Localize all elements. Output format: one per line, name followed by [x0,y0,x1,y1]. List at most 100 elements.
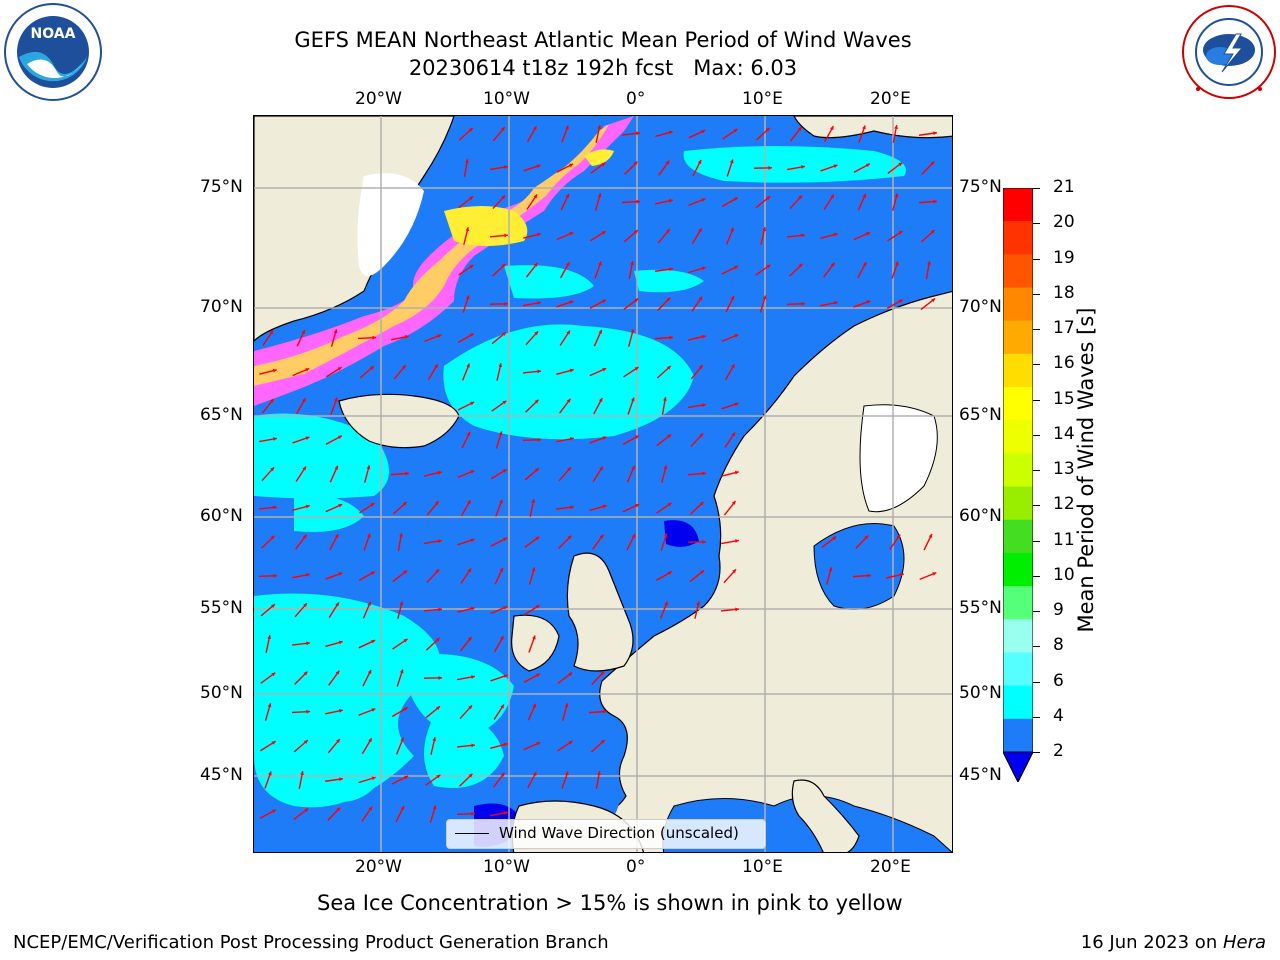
wave-direction-arrowhead [597,771,601,775]
wave-direction-arrowhead [734,265,739,270]
wave-direction-arrowhead [798,263,803,268]
wave-direction-arrowhead [633,230,638,234]
wave-direction-arrowhead [664,601,668,606]
wave-direction-arrowhead [466,431,471,436]
wave-direction-arrowhead [404,334,409,339]
wave-direction-arrowhead [336,807,341,812]
wave-direction-arrowhead [599,534,604,539]
colorbar-tick-mark [1033,399,1040,401]
wave-direction-arrowhead [665,160,670,165]
wave-direction-arrowhead [500,772,505,777]
wave-direction-arrowhead [501,195,506,200]
wave-direction-arrowhead [499,636,504,641]
map-subtitle: 20230614 t18z 192h fcst Max: 6.03 [408,56,798,80]
footer-left: NCEP/EMC/Verification Post Processing Pr… [13,932,609,953]
colorbar-tick-label: 16 [1053,353,1075,374]
wave-direction-arrowhead [303,740,308,744]
lon-tick-bottom-10w: 10°W [483,857,530,877]
wave-direction-arrowhead [470,401,475,406]
wave-direction-arrowhead [370,503,375,507]
wave-direction-arrowhead [532,772,537,777]
wave-direction-arrowhead [565,262,570,267]
lon-tick-bottom-0: 0° [626,857,646,877]
wave-direction-arrowhead [405,471,409,476]
wave-direction-arrowhead [338,572,343,576]
wave-direction-arrowhead [400,805,405,810]
lon-tick-bottom-20w: 20°W [355,857,402,877]
wave-direction-arrowhead [735,539,739,543]
wave-direction-arrowhead [567,467,571,472]
wave-direction-arrowhead [465,227,470,232]
colorbar-tick-label: 13 [1053,459,1075,479]
wave-direction-arrowhead [432,805,437,810]
wave-direction-arrowhead [566,398,571,403]
wave-direction-arrowhead [766,196,770,201]
wave-direction-arrowhead [270,535,275,540]
wave-direction-arrowhead [368,806,373,811]
wave-direction-arrowhead [501,263,506,268]
wave-direction-arrowhead [438,539,442,544]
wave-direction-arrowhead [932,572,937,576]
iceland-land [338,393,460,449]
colorbar-swatch [1003,619,1033,653]
colorbar-tick-mark [1033,611,1040,612]
wave-direction-arrowhead [533,194,538,199]
wave-direction-arrowhead [866,300,871,304]
wave-direction-arrowhead [302,534,307,539]
wave-direction-arrowhead [470,606,475,611]
wave-direction-arrowhead [403,570,408,575]
colorbar-swatch [1003,718,1033,753]
lat-tick-left-65n: 65°N [200,405,243,425]
wave-direction-arrowhead [334,534,339,539]
wave-direction-arrowhead [270,467,275,472]
colorbar-tick-mark [1033,752,1040,753]
great-britain-land [566,552,634,672]
wave-direction-arrowhead [403,707,408,711]
wave-direction-arrowhead [698,228,702,233]
wave-direction-arrowhead [402,501,407,506]
colorbar-tick-label: 18 [1053,282,1075,303]
wave-direction-arrowhead [435,569,440,574]
colorbar-swatch [1003,453,1033,488]
wave-direction-arrowhead [271,672,276,677]
wave-direction-arrowhead [335,670,340,675]
wave-direction-arrowhead [634,367,639,371]
wave-direction-arrowhead [898,231,903,235]
legend-label: Wind Wave Direction (unscaled) [499,824,739,842]
colorbar-tick-label: 20 [1053,212,1075,233]
lon-tick-top-10w: 10°W [483,89,530,109]
wave-direction-arrowhead [865,163,870,168]
wave-direction-arrowhead [669,335,673,340]
wave-direction-arrowhead [500,127,505,131]
wave-direction-arrowhead [336,739,340,744]
wave-direction-arrowhead [601,162,606,167]
colorbar-tick-mark [1033,540,1040,542]
wave-direction-arrowhead [338,708,343,713]
wave-direction-arrowhead [603,709,607,714]
wave-direction-arrowhead [801,165,805,169]
colorbar-tick-mark [1033,293,1040,295]
wave-direction-arrowhead [565,193,570,198]
wave-direction-arrowhead [762,295,767,300]
wave-direction-arrowhead [337,435,342,440]
lat-tick-right-55n: 55°N [959,598,1002,618]
colorbar-swatch [1003,287,1033,322]
wave-direction-arrowhead [864,535,869,540]
wave-direction-arrowhead [734,470,739,475]
wave-direction-arrowhead [273,573,277,578]
wave-direction-arrowhead [334,397,338,402]
wave-direction-arrowhead [502,400,507,405]
wave-direction-arrowhead [602,504,607,509]
wave-direction-arrowhead [832,536,837,541]
wave-direction-arrowhead [267,703,272,708]
greenland-ice-sheet [357,173,424,276]
wave-direction-arrowhead [503,742,508,747]
wave-direction-arrowhead [268,771,272,776]
wave-direction-arrowhead [306,709,310,714]
colorbar-tick-label: 17 [1053,318,1075,338]
wave-direction-arrowhead [636,131,640,136]
wave-direction-arrowhead [531,499,536,504]
wave-direction-arrowhead [304,808,309,813]
wave-direction-arrowhead [667,434,672,439]
wave-direction-arrowhead [334,465,338,470]
